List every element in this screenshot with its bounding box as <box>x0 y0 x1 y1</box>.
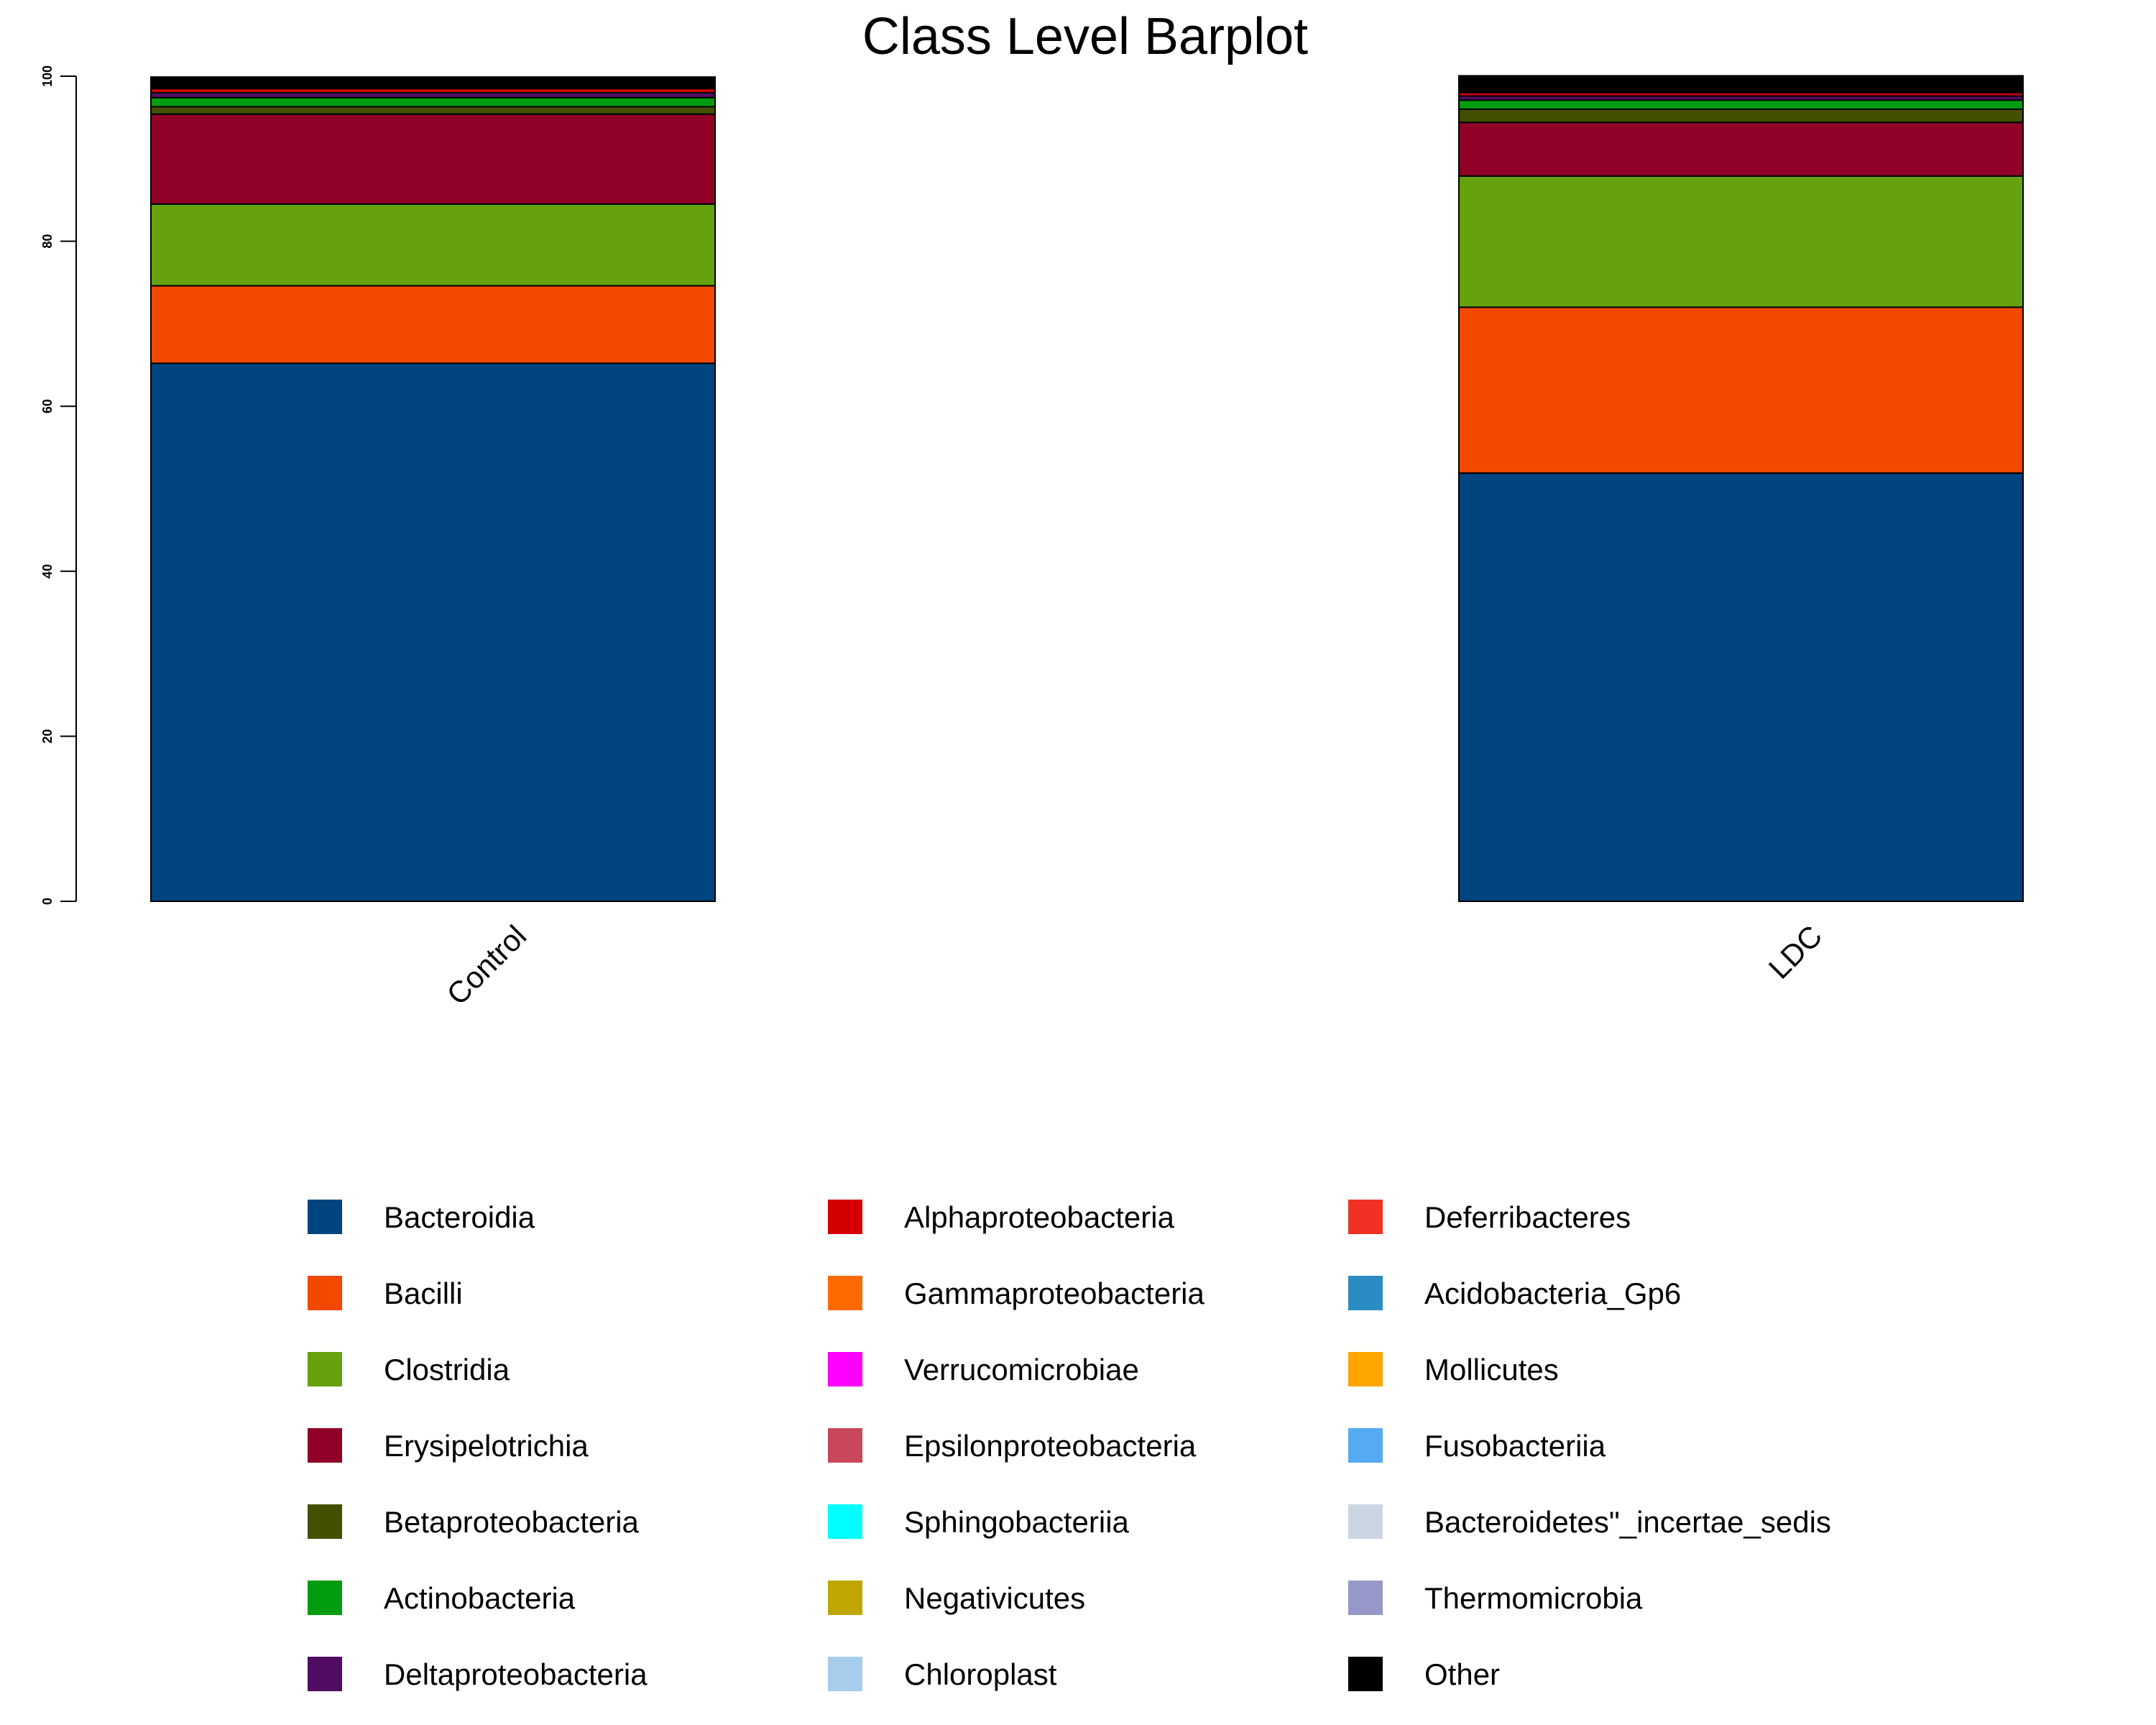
legend-label: Alphaproteobacteria <box>904 1200 1175 1234</box>
legend-label: Clostridia <box>384 1353 510 1386</box>
bar-segment-clostridia <box>1458 175 2024 308</box>
y-axis: 0 20 40 60 80 100 <box>40 65 77 905</box>
legend-swatch <box>1348 1352 1383 1386</box>
legend-item: Bacilli <box>308 1276 463 1310</box>
chart-title: Class Level Barplot <box>862 8 1308 65</box>
legend-swatch <box>1348 1581 1383 1615</box>
bar-segment-bacteroidia <box>150 362 716 902</box>
legend-swatch <box>828 1276 862 1310</box>
legend-item: Mollicutes <box>1348 1352 1559 1386</box>
legend-label: Negativicutes <box>904 1581 1085 1615</box>
legend-label: Sphingobacteriia <box>904 1505 1130 1539</box>
legend-label: Chloroplast <box>904 1657 1057 1691</box>
bar-segment-other <box>1458 75 2024 87</box>
legend-swatch <box>828 1200 862 1234</box>
legend-swatch <box>308 1428 342 1463</box>
legend-item: Clostridia <box>308 1352 510 1386</box>
legend-label: Bacteroidetes"_incertae_sedis <box>1424 1505 1831 1539</box>
y-tick-label: 100 <box>40 65 55 87</box>
bar-segment-erysipelotrichia <box>1458 121 2024 177</box>
legend-item: Gammaproteobacteria <box>828 1276 1205 1310</box>
legend-swatch <box>828 1581 862 1615</box>
bar-stacks <box>150 75 2024 902</box>
legend-item: Sphingobacteriia <box>828 1504 1130 1539</box>
legend-item: Acidobacteria_Gp6 <box>1348 1276 1681 1310</box>
x-axis-labels: Control LDC <box>440 919 1828 1011</box>
bar-segment-erysipelotrichia <box>150 113 716 205</box>
x-tick-label: Control <box>440 919 533 1011</box>
y-tick-label: 40 <box>40 564 55 579</box>
legend-item: Betaproteobacteria <box>308 1504 640 1539</box>
bar-stack-ldc <box>1458 75 2024 902</box>
legend-swatch <box>1348 1657 1383 1691</box>
bar-segment-bacilli <box>150 285 716 364</box>
legend-item: Other <box>1348 1657 1500 1691</box>
legend-item: Actinobacteria <box>308 1581 576 1615</box>
legend-label: Actinobacteria <box>384 1581 576 1615</box>
legend-label: Verrucomicrobiae <box>904 1353 1139 1386</box>
y-tick-label: 0 <box>40 898 55 905</box>
legend-label: Epsilonproteobacteria <box>904 1429 1197 1463</box>
legend-label: Bacteroidia <box>384 1200 535 1234</box>
legend-swatch <box>1348 1504 1383 1539</box>
bar-segment-deltaproteobacteria <box>150 91 716 98</box>
legend-label: Other <box>1424 1657 1500 1691</box>
y-tick-label: 60 <box>40 399 55 413</box>
legend-item: Chloroplast <box>828 1657 1057 1691</box>
legend-item: Epsilonproteobacteria <box>828 1428 1197 1463</box>
y-tick-label: 80 <box>40 234 55 249</box>
legend-item: Erysipelotrichia <box>308 1428 589 1463</box>
bar-segment-other <box>150 76 716 83</box>
legend-label: Bacilli <box>384 1276 463 1310</box>
bar-segment-bacilli <box>1458 306 2024 474</box>
legend-swatch <box>1348 1200 1383 1234</box>
legend-swatch <box>308 1657 342 1691</box>
legend-swatch <box>828 1657 862 1691</box>
legend-swatch <box>1348 1428 1383 1463</box>
legend-swatch <box>828 1428 862 1463</box>
legend-item: Deltaproteobacteria <box>308 1657 648 1691</box>
bar-segment-betaproteobacteria <box>150 106 716 115</box>
legend-item: Bacteroidetes"_incertae_sedis <box>1348 1504 1831 1539</box>
legend-swatch <box>308 1352 342 1386</box>
legend-item: Bacteroidia <box>308 1200 535 1234</box>
legend-swatch <box>1348 1276 1383 1310</box>
legend-item: Fusobacteriia <box>1348 1428 1606 1463</box>
legend-label: Mollicutes <box>1424 1353 1559 1386</box>
legend-label: Fusobacteriia <box>1424 1429 1606 1463</box>
legend-label: Acidobacteria_Gp6 <box>1424 1276 1681 1310</box>
legend-item: Thermomicrobia <box>1348 1581 1643 1615</box>
legend-swatch <box>308 1276 342 1310</box>
legend-item: Deferribacteres <box>1348 1200 1631 1234</box>
legend-label: Thermomicrobia <box>1424 1581 1643 1615</box>
bar-stack-control <box>150 76 716 902</box>
legend-label: Deltaproteobacteria <box>384 1657 648 1691</box>
legend-swatch <box>308 1200 342 1234</box>
legend-label: Betaproteobacteria <box>384 1505 640 1539</box>
legend-swatch <box>308 1504 342 1539</box>
legend-label: Erysipelotrichia <box>384 1429 589 1463</box>
legend: Bacteroidia Bacilli Clostridia Erysipelotri… <box>308 1200 1831 1691</box>
legend-item: Verrucomicrobiae <box>828 1352 1139 1386</box>
bar-segment-clostridia <box>150 203 716 287</box>
legend-label: Gammaproteobacteria <box>904 1276 1205 1310</box>
bar-segment-betaproteobacteria <box>1458 108 2024 124</box>
legend-label: Deferribacteres <box>1424 1200 1631 1234</box>
legend-swatch <box>828 1352 862 1386</box>
bar-segment-actinobacteria <box>1458 99 2024 110</box>
legend-swatch <box>308 1581 342 1615</box>
bar-segment-bacteroidia <box>1458 472 2024 902</box>
bar-segment-actinobacteria <box>150 96 716 108</box>
y-tick-label: 20 <box>40 729 55 743</box>
legend-item: Negativicutes <box>828 1581 1085 1615</box>
x-tick-label: LDC <box>1762 919 1829 985</box>
legend-swatch <box>828 1504 862 1539</box>
legend-item: Alphaproteobacteria <box>828 1200 1175 1234</box>
